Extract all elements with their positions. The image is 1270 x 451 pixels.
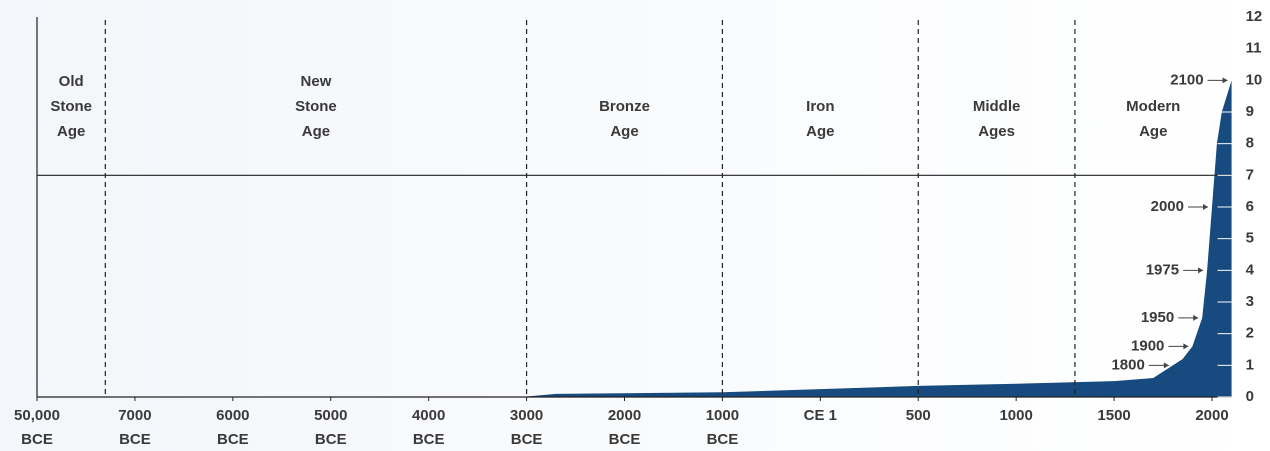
y-tick-label: 7 bbox=[1246, 166, 1254, 183]
annotation-label: 1800 bbox=[1111, 356, 1144, 373]
text-line: BCE bbox=[21, 431, 53, 448]
text-line: Age bbox=[57, 123, 85, 140]
text-line: 5000 bbox=[314, 407, 347, 424]
annotation-label: 1950 bbox=[1141, 309, 1174, 326]
x-tick-label: 3000 BCE bbox=[510, 407, 543, 448]
text-line: BCE bbox=[119, 431, 151, 448]
text-line: BCE bbox=[413, 431, 445, 448]
era-label: Middle Ages bbox=[973, 98, 1021, 140]
annotation-arrowhead bbox=[1203, 204, 1208, 210]
x-tick-label: 2000 BCE bbox=[608, 407, 641, 448]
era-label: Iron Age bbox=[806, 98, 834, 140]
x-tick-label: 1000 BCE bbox=[706, 407, 739, 448]
era-label: Modern Age bbox=[1126, 98, 1180, 140]
annotation-label: 2100 bbox=[1170, 71, 1203, 88]
annotation-label: 1900 bbox=[1131, 337, 1164, 354]
y-tick-label: 9 bbox=[1246, 103, 1254, 120]
x-tick-label: 5000 BCE bbox=[314, 407, 347, 448]
annotation-arrowhead bbox=[1163, 362, 1169, 369]
annotation-arrowhead bbox=[1183, 343, 1189, 350]
annotation-arrowhead bbox=[1222, 77, 1228, 84]
text-line: Stone bbox=[295, 98, 337, 115]
text-line: 50,000 bbox=[14, 407, 60, 424]
y-tick-label: 8 bbox=[1246, 135, 1254, 152]
text-line: Age bbox=[302, 123, 330, 140]
text-line: New bbox=[301, 73, 332, 90]
text-line: Age bbox=[1139, 123, 1167, 140]
y-tick-label: 12 bbox=[1246, 8, 1263, 25]
x-tick-label: 1500 bbox=[1097, 407, 1130, 424]
text-line: BCE bbox=[707, 431, 739, 448]
x-tick-label: CE 1 bbox=[804, 407, 837, 424]
text-line: Middle bbox=[973, 98, 1021, 115]
text-line: BCE bbox=[217, 431, 249, 448]
text-line: Iron bbox=[806, 98, 834, 115]
annotation-arrowhead bbox=[1193, 314, 1199, 321]
x-tick-label: 7000 BCE bbox=[118, 407, 151, 448]
annotation-label: 1975 bbox=[1146, 261, 1179, 278]
text-line: BCE bbox=[315, 431, 347, 448]
y-tick-label: 6 bbox=[1246, 198, 1254, 215]
x-tick-label: 50,000 BCE bbox=[14, 407, 60, 448]
text-line: BCE bbox=[511, 431, 543, 448]
y-tick-label: 11 bbox=[1246, 40, 1262, 57]
y-tick-label: 2 bbox=[1246, 325, 1254, 342]
era-label: New Stone Age bbox=[295, 73, 337, 140]
y-tick-label: 3 bbox=[1246, 293, 1254, 310]
text-line: 1000 bbox=[706, 407, 739, 424]
x-tick-label: 6000 BCE bbox=[216, 407, 249, 448]
annotation-arrowhead bbox=[1198, 267, 1204, 274]
y-tick-label: 0 bbox=[1246, 388, 1254, 405]
era-label: Old Stone Age bbox=[50, 73, 92, 140]
text-line: 3000 bbox=[510, 407, 543, 424]
text-line: 6000 bbox=[216, 407, 249, 424]
x-tick-label: 1000 bbox=[999, 407, 1032, 424]
text-line: Age bbox=[806, 123, 834, 140]
text-line: Ages bbox=[978, 123, 1015, 140]
annotation-label: 2000 bbox=[1151, 198, 1184, 215]
text-line: 4000 bbox=[412, 407, 445, 424]
x-tick-label: 4000 BCE bbox=[412, 407, 445, 448]
text-line: Age bbox=[610, 123, 638, 140]
y-tick-label: 10 bbox=[1246, 71, 1263, 88]
text-line: Modern bbox=[1126, 98, 1180, 115]
y-tick-label: 4 bbox=[1246, 261, 1255, 278]
era-label: Bronze Age bbox=[599, 98, 650, 140]
y-tick-label: 1 bbox=[1246, 356, 1254, 373]
text-line: 2000 bbox=[608, 407, 641, 424]
x-tick-label: 2000 bbox=[1195, 407, 1228, 424]
text-line: 7000 bbox=[118, 407, 151, 424]
x-tick-label: 500 bbox=[906, 407, 931, 424]
text-line: Old bbox=[59, 73, 84, 90]
text-line: Stone bbox=[50, 98, 92, 115]
y-tick-label: 5 bbox=[1246, 230, 1254, 247]
text-line: BCE bbox=[609, 431, 641, 448]
text-line: Bronze bbox=[599, 98, 650, 115]
